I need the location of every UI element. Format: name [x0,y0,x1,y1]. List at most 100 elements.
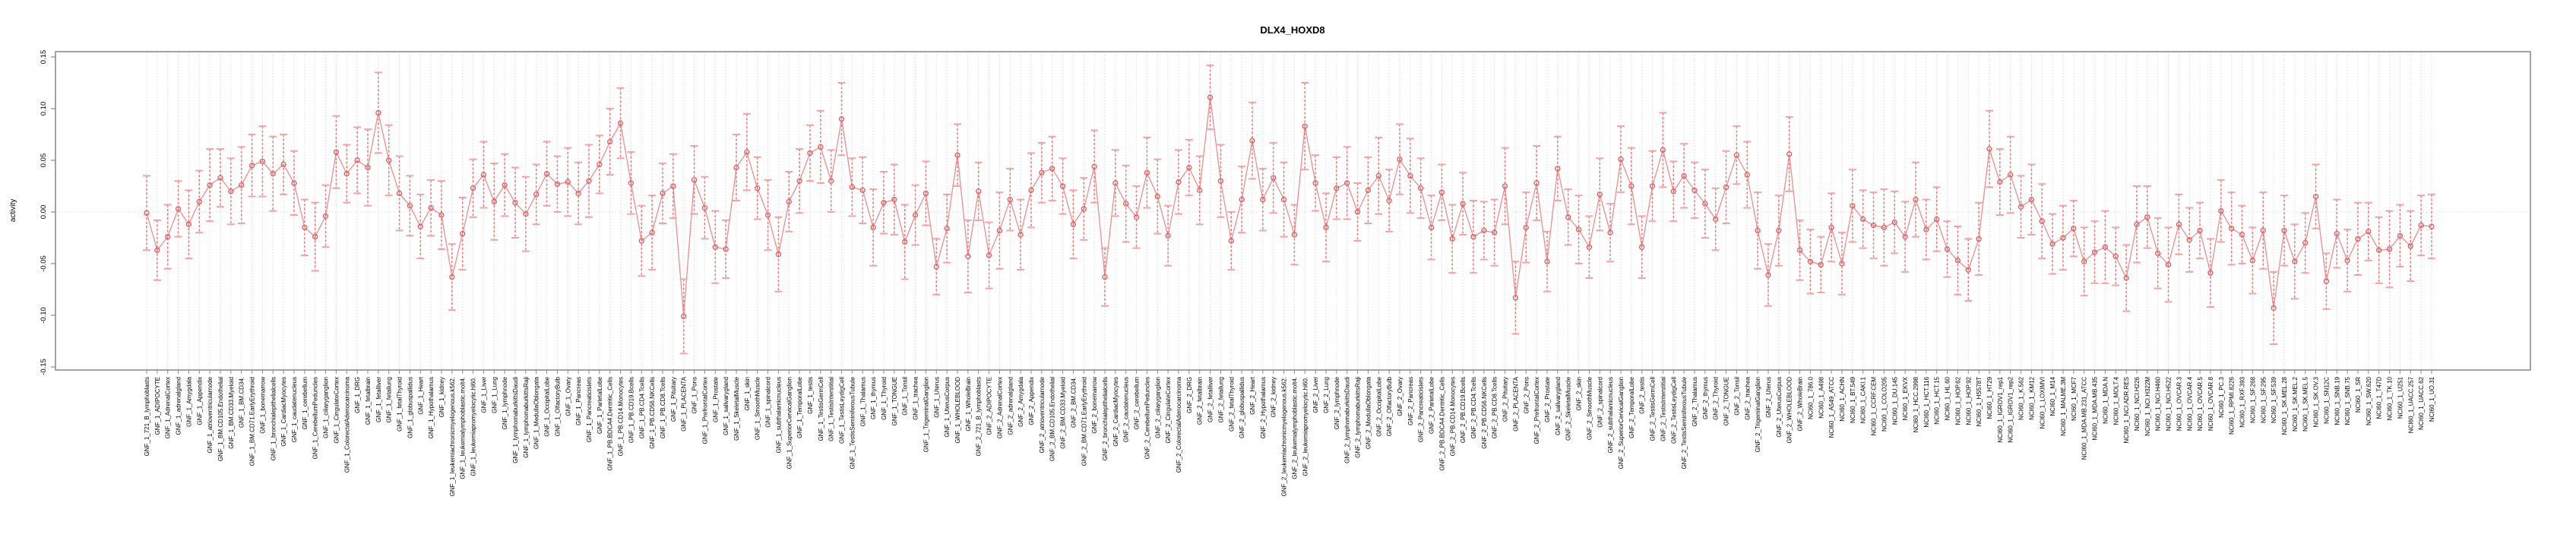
x-category-label: GNF_1_Pituitary [670,377,677,422]
data-point [1386,198,1392,204]
data-point [2344,258,2350,264]
data-point [1334,185,1340,191]
x-category-label: GNF_2_leukemiapromyelocytic.hl60. [1302,377,1309,476]
x-category-label: GNF_1_TONGUE [891,377,898,425]
data-point [2123,275,2129,281]
data-point [1765,272,1771,278]
data-point [1207,94,1214,100]
x-category-label: GNF_2_ciliaryganglion [1154,377,1161,438]
x-category-label: GNF_1_TrigeminalGanglion [922,377,929,452]
x-category-label: NCI60_1_IGROV1_rep1 [1997,376,2004,442]
data-point [1902,233,1908,240]
data-point [302,224,308,231]
x-category-label: GNF_2_Hypothalamus [1260,377,1267,438]
data-point [1913,197,1919,203]
x-category-label: GNF_1_TestisInterstitial [828,377,835,441]
x-category-label: GNF_1_Liver [480,377,487,413]
x-category-label: NCI60_1_M14 [2049,376,2056,416]
x-category-label: GNF_2_MedullaOblongata [1365,376,1372,449]
data-point [1049,166,1055,172]
chart-title: DLX4_HOXD8 [1260,24,1324,36]
data-point [1828,224,1834,231]
x-category-label: NCI60_1_MOLT.4 [2112,376,2119,425]
x-category-label: GNF_1_PB.BDCA4.Dentritic_Cells [607,377,614,471]
data-point [786,198,792,205]
x-category-label: GNF_2_ADIPOCYTE [986,377,993,435]
data-point [512,200,518,206]
data-point [1628,183,1635,189]
x-category-label: NCI60_1_SF.295 [2260,376,2267,422]
data-point [1081,206,1087,212]
data-point [912,212,919,218]
x-category-label: GNF_2_TemporalLobe [1628,376,1635,438]
data-point [976,188,982,194]
axes [55,51,2531,374]
x-category-label: GNF_1_Heart [417,376,424,415]
x-category-label: GNF_2_fetalbrain [1197,377,1204,425]
data-point [2407,243,2413,249]
data-point [2176,221,2182,227]
x-category-label: GNF_1_Thalamus [859,377,866,426]
x-category-label: NCI60_1_EKVX [1902,376,1909,420]
y-axis-ticks: -0.15 -0.10 -0.05 0.00 0.05 0.10 0.15 [40,50,55,375]
x-category-label: GNF_1_testis [807,377,814,414]
data-point [2017,204,2024,210]
data-point [1607,229,1613,236]
x-category-label: NCI60_1_A498 [1818,376,1824,418]
x-category-label: GNF_2_PB.BDCA4.Dentritic_Cells [1438,377,1445,471]
data-point [2271,305,2277,311]
x-category-label: NCI60_1_SN12C [2323,377,2330,424]
x-category-label: GNF_1_lymphomaburkittsDaudi [512,377,519,463]
x-category-label: NCI60_1_SW.620 [2366,376,2372,425]
data-point [2312,193,2319,200]
x-category-label: NCI60_1_HOP.62 [1954,376,1961,425]
x-category-label: GNF_1_bonemarrow [259,377,266,434]
x-category-label: GNF_2_ParietalLobe [1429,376,1435,434]
x-category-label: GNF_2_SuperiorCervicalGanglion [1618,377,1625,469]
x-category-label: NCI60_1_HOP.92 [1965,376,1972,425]
data-point [1502,183,1508,189]
x-category-label: GNF_2_Appendix [1028,377,1035,425]
x-category-label: NCI60_1_MALME.3M [2060,377,2067,436]
data-point [2060,235,2066,241]
x-category-label: GNF_1_adrenalgland [176,377,182,435]
x-category-label: GNF_1_caudatenucleus [291,377,298,442]
data-point [1397,156,1403,163]
y-tick-label: -0.15 [40,359,48,375]
x-axis-labels: GNF_1_721_B_lymphoblasts GNF_1_ADIPOCYTE G… [144,376,2435,496]
data-point [2323,278,2330,284]
x-category-label: GNF_1_CerebellumPeduncles [312,377,319,460]
x-category-label: GNF_2_PB.CD4.Tcells [1470,377,1477,438]
x-category-label: GNF_1_Pons [691,377,698,413]
x-category-label: GNF_1_BM.CD33.Myeloid [228,377,235,449]
x-category-label: NCI60_1_LOXIMVI [2039,377,2046,428]
x-category-label: NCI60_1_SNB.19 [2334,376,2340,425]
data-point [2155,250,2161,257]
x-category-label: NCI60_1_SF.539 [2271,376,2277,422]
x-category-label: NCI60_1_TK.10 [2387,376,2394,420]
x-category-label: GNF_1_OccipitalLobe [544,376,551,436]
data-point [881,200,887,206]
data-point [1176,179,1182,185]
data-point [1597,191,1603,198]
x-category-label: GNF_1_Ovary [565,377,571,416]
data-point [1375,172,1381,179]
x-category-label: GNF_1_skin [744,377,751,410]
data-point [733,164,739,171]
data-point [701,204,708,211]
data-point [1312,180,1318,186]
x-category-label: NCI60_1_NCI.H226 [2134,376,2141,431]
data-point [2376,247,2382,253]
data-point [1492,229,1498,236]
x-category-label: GNF_1_BM.CD34. [239,377,245,428]
x-category-label: GNF_1_TestisLeydigCell [839,377,846,444]
data-point [2386,246,2393,252]
x-category-label: NCI60_1_OVCAR.5 [2197,376,2204,431]
data-point [2197,227,2203,234]
data-point [1217,178,1224,184]
data-point [248,163,255,169]
x-category-label: GNF_1_CingulateCortex [333,377,340,444]
data-point [755,185,761,191]
x-category-label: GNF_1_TemporalLobe [796,376,803,438]
x-category-label: GNF_2_CerebellumPeduncles [1144,377,1150,460]
